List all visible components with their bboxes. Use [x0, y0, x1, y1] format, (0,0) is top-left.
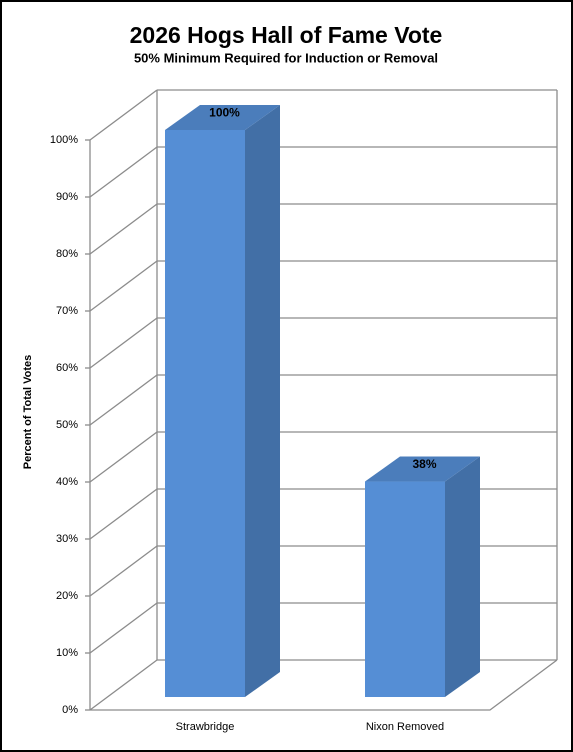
data-label: 100%	[209, 106, 240, 120]
floor-edge	[90, 659, 558, 711]
y-tick-label: 10%	[56, 647, 78, 659]
grid-line	[89, 89, 158, 141]
y-tick-label: 40%	[56, 476, 78, 488]
y-tick-label: 90%	[56, 191, 78, 203]
x-tick-label: Nixon Removed	[366, 721, 444, 733]
grid-line	[89, 260, 158, 312]
bar	[165, 130, 245, 697]
y-tick-label: 30%	[56, 533, 78, 545]
y-tick-label: 60%	[56, 362, 78, 374]
grid-line	[89, 602, 158, 654]
data-label: 38%	[412, 457, 436, 471]
bar-side	[445, 456, 480, 697]
chart-subtitle: 50% Minimum Required for Induction or Re…	[134, 50, 438, 65]
y-tick-label: 100%	[50, 134, 78, 146]
chart-title: 2026 Hogs Hall of Fame Vote	[130, 22, 443, 48]
y-tick-label: 80%	[56, 248, 78, 260]
y-axis-label: Percent of Total Votes	[22, 355, 34, 470]
grid-line	[89, 374, 158, 426]
y-tick-label: 70%	[56, 305, 78, 317]
y-tick-label: 0%	[62, 704, 78, 716]
bar	[365, 481, 445, 697]
grid-line	[89, 431, 158, 483]
bar-side	[245, 105, 280, 697]
grid-line	[89, 146, 158, 198]
grid-line	[89, 545, 158, 597]
y-tick-label: 50%	[56, 419, 78, 431]
y-tick-label: 20%	[56, 590, 78, 602]
grid-line	[89, 659, 158, 711]
grid-line	[89, 488, 158, 540]
bar-top	[365, 456, 480, 482]
grid-line	[89, 317, 158, 369]
bar-top	[165, 105, 280, 130]
grid-line	[89, 203, 158, 255]
x-tick-label: Strawbridge	[176, 721, 235, 733]
